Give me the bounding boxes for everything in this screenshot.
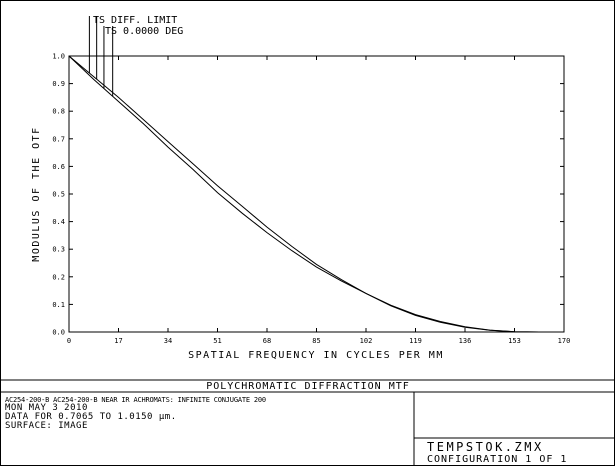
plot-area (68, 55, 565, 333)
y-tick-label: 0.5 (52, 191, 65, 199)
y-tick-label: 0.9 (52, 80, 65, 88)
date-line: MON MAY 3 2010 (5, 403, 88, 413)
x-tick-label: 119 (409, 337, 422, 345)
x-tick-label: 170 (558, 337, 571, 345)
series-field-curve (68, 55, 540, 333)
wavelength-range: DATA FOR 0.7065 TO 1.0150 µm. (5, 412, 177, 422)
mtf-curves (68, 55, 540, 333)
y-tick-label: 0.6 (52, 163, 65, 171)
x-tick-label: 17 (114, 337, 122, 345)
y-tick-label: 0.2 (52, 273, 65, 281)
x-tick-label: 51 (213, 337, 221, 345)
x-tick-label: 153 (508, 337, 521, 345)
configuration-label: CONFIGURATION 1 OF 1 (427, 454, 568, 465)
x-tick-label: 85 (312, 337, 320, 345)
chart-title: POLYCHROMATIC DIFFRACTION MTF (206, 381, 410, 392)
surface-line: SURFACE: IMAGE (5, 421, 88, 431)
lens-description: AC254-200-B AC254-200-B NEAR IR ACHROMAT… (5, 396, 266, 404)
x-tick-label: 102 (360, 337, 373, 345)
x-axis-label: SPATIAL FREQUENCY IN CYCLES PER MM (188, 350, 444, 361)
y-tick-label: 0.4 (52, 218, 65, 226)
legend-entry-diff-limit: TS DIFF. LIMIT (93, 15, 177, 26)
x-tick-label: 68 (263, 337, 271, 345)
legend-leaders (88, 16, 114, 97)
y-tick-label: 0.1 (52, 301, 65, 309)
x-tick-label: 136 (459, 337, 472, 345)
tick-labels: 0 17 34 51 68 85 102 119 136 153 170 0.0 0.1 0.2 0.3 0.… (52, 53, 570, 346)
x-tick-label: 0 (67, 337, 71, 345)
x-tick-label: 34 (164, 337, 172, 345)
y-tick-label: 0.8 (52, 108, 65, 116)
y-tick-label: 0.3 (52, 246, 65, 254)
series-diff-limit-curve (68, 55, 540, 333)
y-axis-label: MODULUS OF THE OTF (31, 126, 42, 261)
axis-ticks (68, 55, 565, 333)
file-name: TEMPSTOK.ZMX (427, 440, 544, 454)
y-tick-label: 1.0 (52, 53, 65, 61)
y-tick-label: 0.7 (52, 135, 65, 143)
legend-entry-field: TS 0.0000 DEG (105, 26, 183, 37)
y-tick-label: 0.0 (52, 329, 65, 337)
